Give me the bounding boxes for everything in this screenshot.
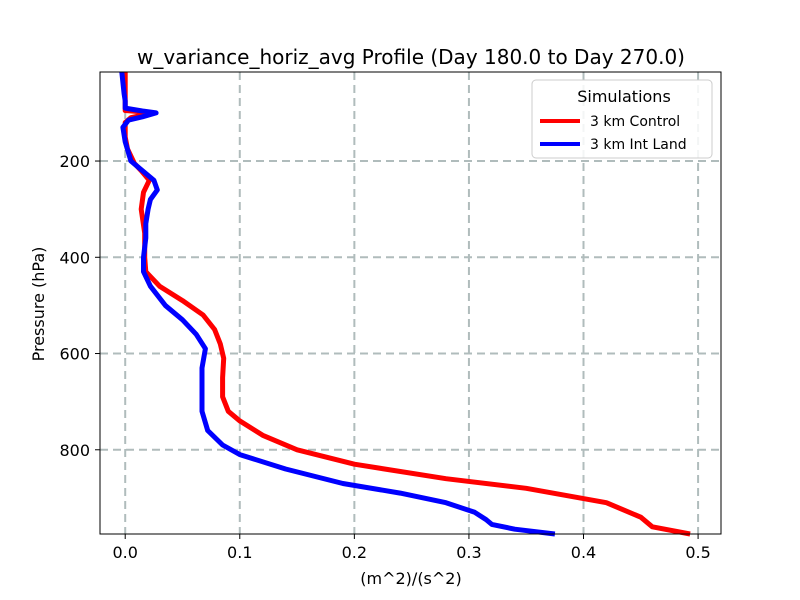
y-axis-label: Pressure (hPa) [29, 247, 48, 362]
legend-box [531, 79, 713, 159]
legend-entry-0: 3 km Control [590, 114, 680, 130]
chart-title: w_variance_horiz_avg Profile (Day 180.0 … [137, 45, 685, 69]
x-tick-label: 0.2 [342, 543, 367, 562]
x-tick-label: 0.4 [571, 543, 596, 562]
series-layer [119, 71, 691, 537]
y-tick-label: 400 [59, 248, 90, 267]
x-axis-label: (m^2)/(s^2) [360, 569, 461, 588]
x-tick-label: 0.5 [685, 543, 710, 562]
legend-title: Simulations [577, 87, 671, 106]
y-ticks: 200 400 600 800 [59, 152, 100, 460]
legend-entry-1: 3 km Int Land [590, 137, 687, 153]
x-ticks: 0.0 0.1 0.2 0.3 0.4 0.5 [112, 534, 711, 562]
y-tick-label: 200 [59, 152, 90, 171]
legend: Simulations 3 km Control 3 km Int Land [531, 79, 713, 159]
y-tick-label: 800 [59, 441, 90, 460]
x-tick-label: 0.0 [112, 543, 137, 562]
plot-frame [99, 71, 722, 535]
series-line-1 [119, 71, 556, 537]
y-tick-label: 600 [59, 345, 90, 364]
x-tick-label: 0.3 [456, 543, 481, 562]
x-tick-label: 0.1 [227, 543, 252, 562]
